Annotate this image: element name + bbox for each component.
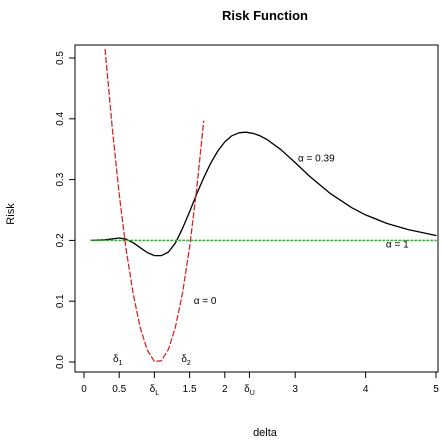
annotation-label: δ2 <box>181 354 191 367</box>
x-tick-label: δU <box>244 384 255 397</box>
plot-area <box>74 44 439 373</box>
y-tick-label: 0.5 <box>55 51 66 65</box>
x-tick-label: 0 <box>81 384 87 395</box>
x-tick-label: 3 <box>292 384 298 395</box>
series-line <box>104 48 205 363</box>
annotation-layer: α = 0.39 α = 1 α = 0 δ1 δ2 <box>113 153 409 367</box>
y-tick-label: 0.4 <box>55 111 66 125</box>
x-tick-label: 5 <box>433 384 439 395</box>
y-tick-label: 0.2 <box>55 233 66 247</box>
y-tick-label: 0.3 <box>55 172 66 186</box>
y-axis: 0.0 0.1 0.2 0.3 0.4 0.5 <box>55 51 75 369</box>
series-line <box>90 131 437 257</box>
x-tick-label: 4 <box>363 384 369 395</box>
chart-title: Risk Function <box>222 8 308 23</box>
x-axis: 0 0.5 δL 1.5 2 δU 3 4 5 <box>81 372 439 397</box>
series-layer <box>90 48 437 363</box>
y-tick-label: 0.0 <box>55 355 66 369</box>
x-tick-label: δL <box>150 384 160 397</box>
y-tick-label: 0.1 <box>55 294 66 308</box>
x-tick-label: 0.5 <box>112 384 126 395</box>
x-tick-label: 1.5 <box>183 384 197 395</box>
x-axis-label: delta <box>253 427 278 439</box>
annotation-label: α = 1 <box>386 240 409 251</box>
x-tick-label: 2 <box>222 384 228 395</box>
annotation-label: α = 0.39 <box>298 153 335 164</box>
y-axis-label: Risk <box>5 203 17 225</box>
annotation-label: δ1 <box>113 354 123 367</box>
plot-frame <box>74 44 439 373</box>
annotation-label: α = 0 <box>194 296 217 307</box>
